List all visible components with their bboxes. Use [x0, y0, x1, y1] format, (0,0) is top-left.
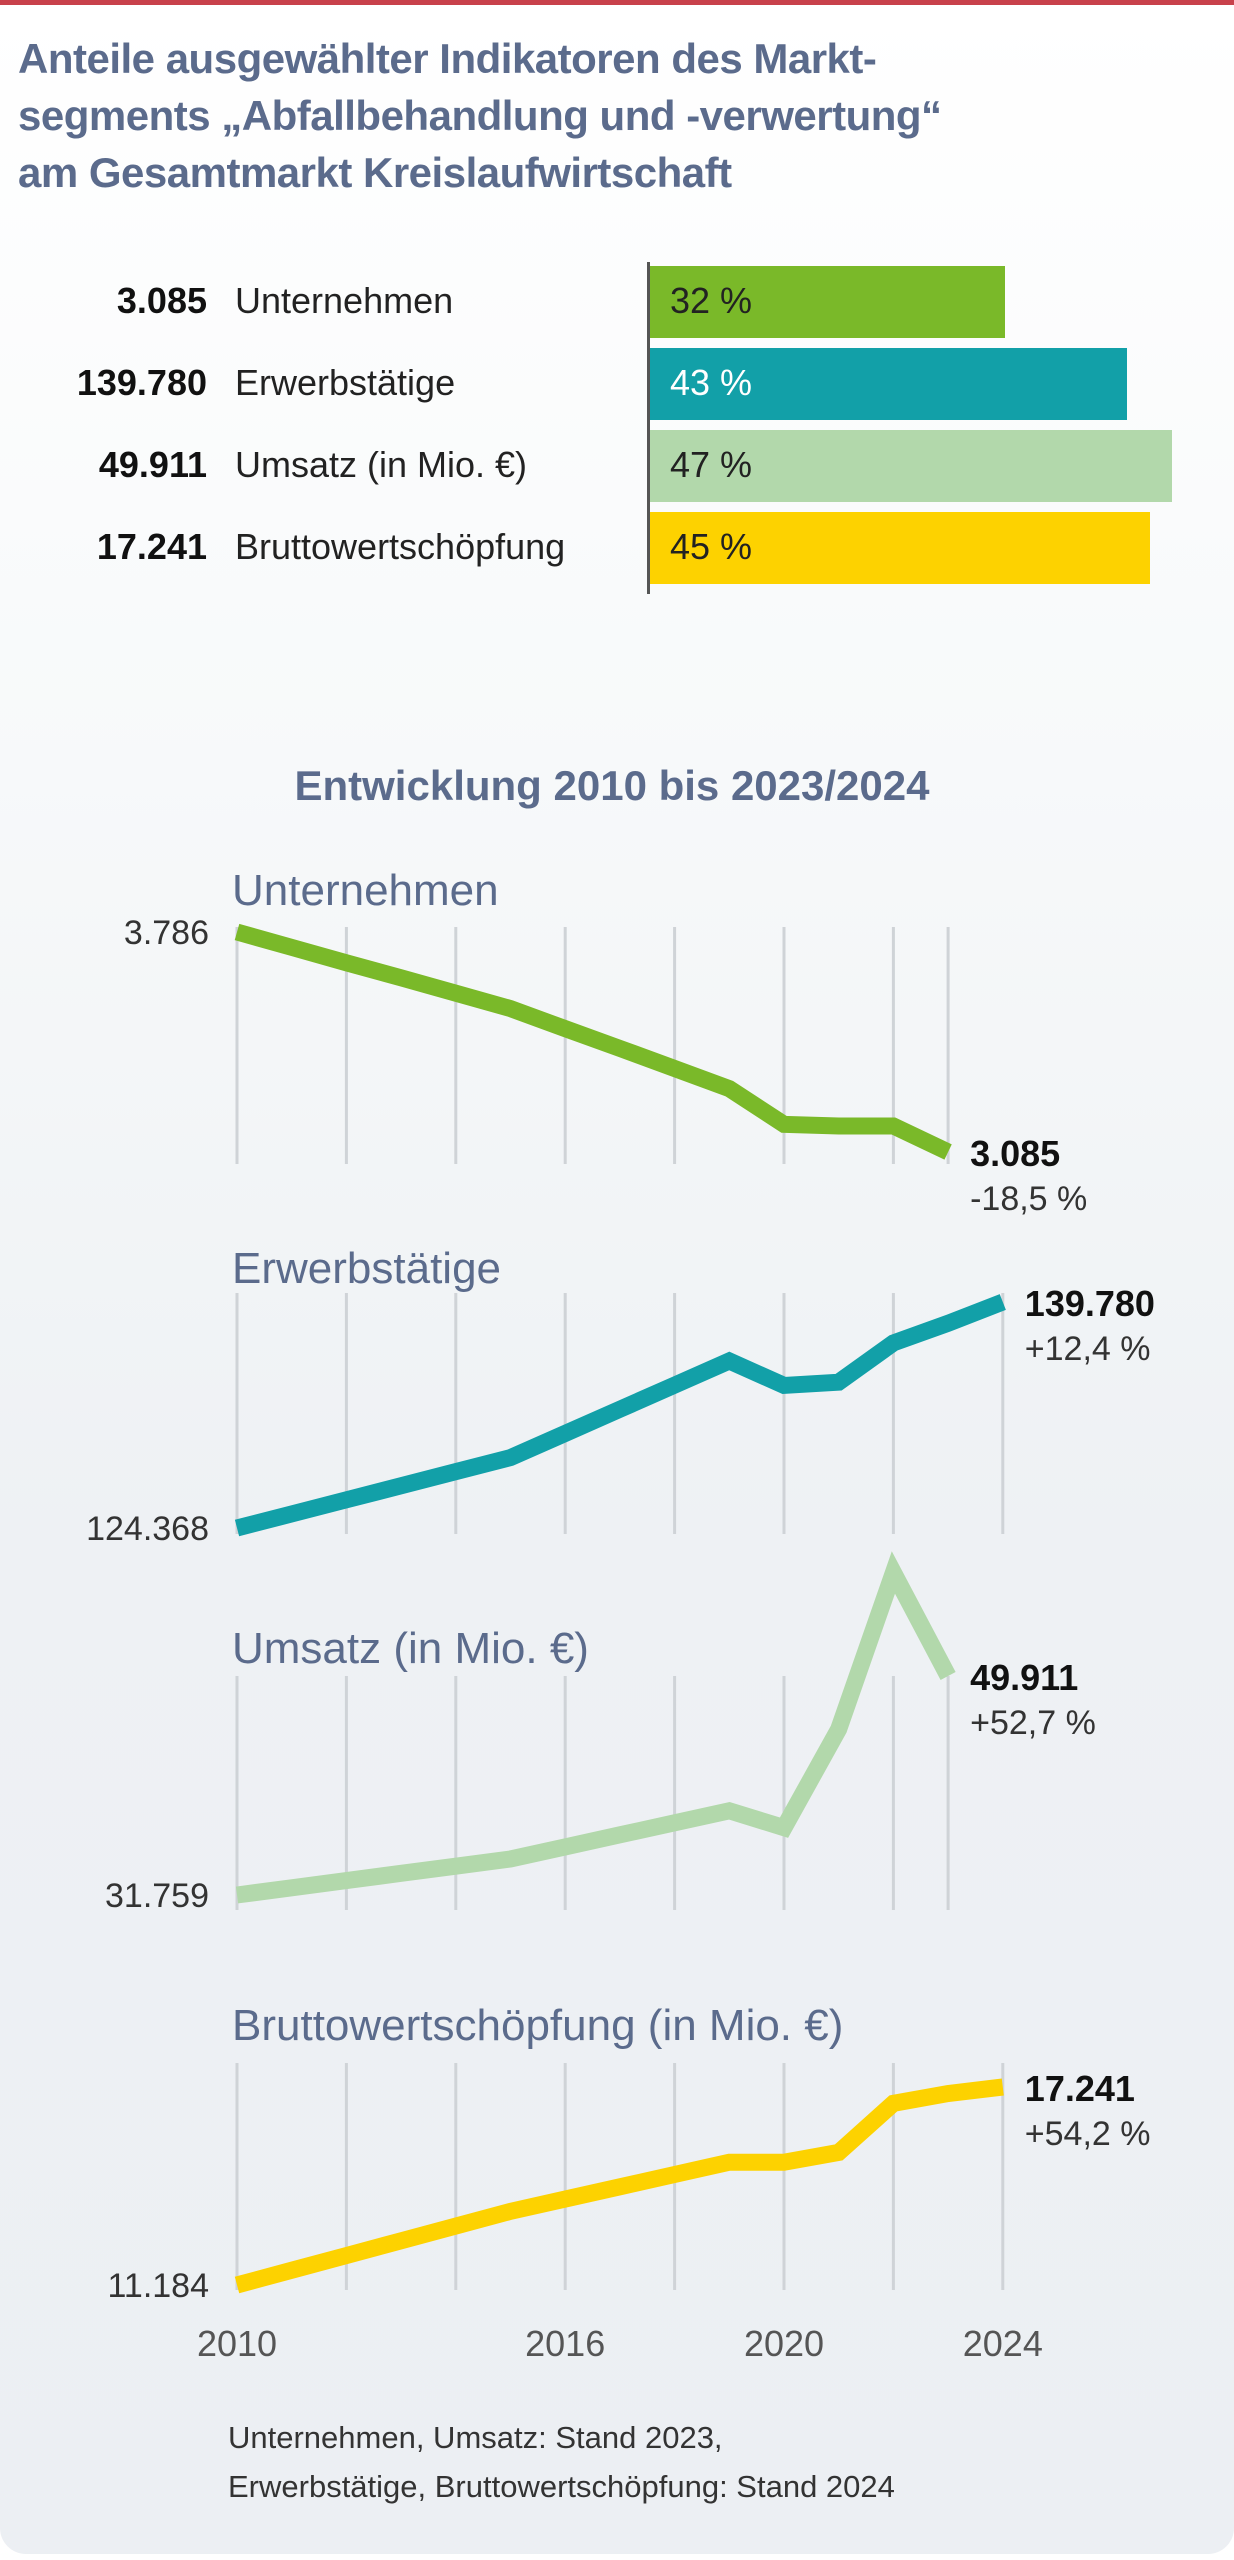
share-bar: 43 % [650, 348, 1128, 420]
absolute-value: 49.911 [98, 444, 207, 485]
bar-row: 3.085 Unternehmen 32 % [0, 266, 1234, 338]
share-bar: 45 % [650, 512, 1150, 584]
category-label: Umsatz (in Mio. €) [235, 444, 528, 485]
end-value-label: 17.241 [1025, 2068, 1135, 2109]
line-chart-title: Unternehmen [232, 866, 499, 915]
share-bar: 32 % [650, 266, 1006, 338]
line-chart-title: Bruttowertschöpfung (in Mio. €) [232, 2001, 843, 2050]
bar-value-label: 47 % [670, 444, 753, 485]
bar-value-label: 45 % [670, 526, 753, 567]
umsatz-line [235, 1551, 956, 1904]
top-accent-line [0, 0, 1234, 5]
line-chart-title: Umsatz (in Mio. €) [232, 1624, 589, 1673]
category-label: Unternehmen [235, 280, 454, 321]
bar-row: 49.911 Umsatz (in Mio. €) 47 % [0, 430, 1234, 502]
absolute-value: 17.241 [96, 526, 207, 567]
bar-row: 17.241 Bruttowertschöpfung 45 % [0, 512, 1234, 584]
title-line: am Gesamtmarkt Kreislaufwirtschaft [18, 149, 732, 196]
title-line: Anteile ausgewählter Indikatoren des Mar… [18, 35, 877, 82]
line-chart-title: Erwerbstätige [232, 1244, 501, 1293]
x-tick-label: 2010 [197, 2323, 277, 2364]
x-tick-label: 2020 [744, 2323, 824, 2364]
title-line: segments „Abfallbehandlung und -verwertu… [18, 92, 942, 139]
bar-axis-line [647, 262, 650, 594]
category-label: Erwerbstätige [235, 362, 456, 403]
bar-value-label: 43 % [670, 362, 753, 403]
start-value-label: 31.759 [105, 1877, 209, 1915]
absolute-value: 3.085 [116, 280, 207, 321]
erwerbstaetige-line [234, 1294, 1006, 1537]
end-value-label: 49.911 [970, 1657, 1078, 1698]
change-label: -18,5 % [970, 1180, 1087, 1218]
bws-line [234, 2078, 1004, 2294]
start-value-label: 11.184 [108, 2267, 209, 2305]
share-bar: 47 % [650, 430, 1172, 502]
start-value-label: 124.368 [86, 1510, 209, 1548]
start-value-label: 3.786 [124, 914, 209, 952]
unternehmen-line [234, 923, 952, 1160]
x-tick-label: 2024 [963, 2323, 1043, 2364]
end-value-label: 139.780 [1025, 1283, 1155, 1324]
category-label: Bruttowertschöpfung [235, 526, 566, 567]
absolute-value: 139.780 [76, 362, 207, 403]
x-tick-label: 2016 [525, 2323, 605, 2364]
change-label: +52,7 % [970, 1704, 1096, 1742]
footnote-line: Unternehmen, Umsatz: Stand 2023, [228, 2420, 723, 2455]
bar-value-label: 32 % [670, 280, 753, 321]
end-value-label: 3.085 [970, 1133, 1060, 1174]
bar-row: 139.780 Erwerbstätige 43 % [0, 348, 1234, 420]
infographic-title: Anteile ausgewählter Indikatoren des Mar… [18, 30, 1198, 201]
change-label: +12,4 % [1025, 1330, 1151, 1368]
change-label: +54,2 % [1025, 2115, 1151, 2153]
footnote-line: Erwerbstätige, Bruttowertschöpfung: Stan… [228, 2469, 895, 2504]
section-subtitle: Entwicklung 2010 bis 2023/2024 [294, 762, 930, 809]
